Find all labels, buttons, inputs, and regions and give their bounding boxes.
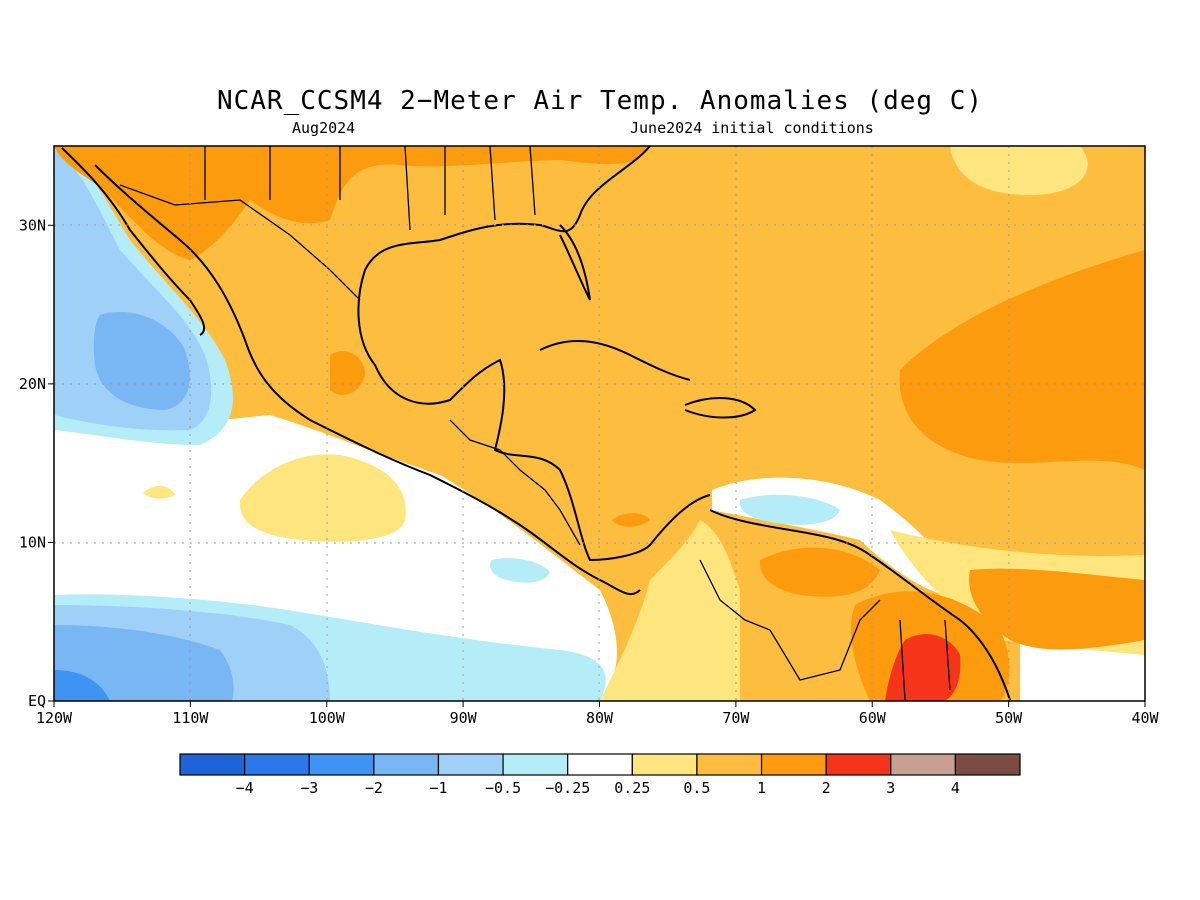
cool-region-northwest-core — [93, 311, 190, 410]
colorbar-label: −2 — [365, 779, 383, 797]
colorbar-label: 0.25 — [614, 779, 650, 797]
x-tick-label: 40W — [1131, 709, 1159, 727]
warm-region-venezuela — [759, 547, 880, 597]
coastline-hispaniola — [684, 397, 757, 419]
warm-region-north — [54, 146, 650, 260]
coastline-south-america — [709, 509, 1011, 701]
warm-patch-pacific — [239, 454, 406, 542]
warm-band-colombia — [600, 520, 740, 701]
cool-patch-pacific — [490, 558, 550, 583]
colorbar-swatch — [825, 753, 892, 776]
x-tick-label: 50W — [995, 709, 1023, 727]
y-tick-label: 30N — [19, 216, 46, 234]
axis-ticks: 120W 110W 100W 90W 80W 70W 60W 50W 40W EQ 10N 20N 30… — [19, 216, 1160, 727]
colorbar-swatch — [954, 753, 1021, 776]
coastline-cuba — [539, 339, 691, 381]
colorbar-label: 0.5 — [683, 779, 710, 797]
warm-patch-atlantic-north — [950, 146, 1088, 195]
colorbar-swatch — [502, 753, 569, 776]
y-tick-label: 20N — [19, 375, 46, 393]
coastline-florida — [559, 224, 591, 301]
initial-conditions: June2024 initial conditions — [630, 119, 874, 137]
coastlines — [61, 146, 1011, 701]
colorbar-swatch — [308, 753, 375, 776]
coastline-mexico-west — [94, 164, 641, 596]
border-us-states — [204, 146, 536, 231]
x-tick-label: 110W — [172, 709, 209, 727]
colorbar-swatch — [567, 753, 633, 776]
graticule — [54, 146, 1145, 701]
forecast-month: Aug2024 — [292, 119, 356, 137]
colorbar-label: 1 — [757, 779, 766, 797]
colorbar-label: 3 — [886, 779, 895, 797]
colorbar-label: −0.5 — [485, 779, 521, 797]
warm-patch-small — [143, 486, 175, 499]
colorbar-label: −4 — [236, 779, 254, 797]
colorbar-swatch — [373, 753, 440, 776]
warm-region-atlantic-south — [969, 568, 1145, 650]
colorbar-label: −3 — [300, 779, 318, 797]
warm-region-atlantic — [899, 250, 1145, 470]
x-tick-label: 70W — [722, 709, 750, 727]
border-central-america — [449, 419, 581, 546]
colorbar-swatch — [179, 753, 246, 776]
colorbar: −4 −3 −2 −1 −0.5 −0.25 0.25 0.5 1 2 3 4 — [179, 753, 1021, 797]
colorbar-swatch — [437, 753, 504, 776]
x-tick-label: 90W — [450, 709, 478, 727]
colorbar-label: −0.25 — [545, 779, 590, 797]
map-title: NCAR_CCSM4 2−Meter Air Temp. Anomalies (… — [216, 86, 984, 116]
coastline-gulf — [357, 146, 711, 562]
cool-region-southwest-core — [54, 670, 110, 701]
colorbar-swatch — [631, 753, 698, 776]
colorbar-swatch — [696, 753, 763, 776]
cool-patch-caribbean — [739, 494, 840, 525]
border-guianas — [899, 619, 951, 701]
y-tick-label: EQ — [28, 692, 46, 710]
colorbar-swatch — [890, 753, 956, 776]
x-tick-label: 100W — [309, 709, 346, 727]
neutral-region-southeast — [1020, 640, 1145, 701]
colorbar-label: 4 — [951, 779, 960, 797]
cool-region-southwest-mid — [54, 625, 234, 701]
colorbar-label: −1 — [429, 779, 447, 797]
x-tick-label: 120W — [36, 709, 73, 727]
x-tick-label: 80W — [586, 709, 614, 727]
colorbar-label: 2 — [822, 779, 831, 797]
warm-patch-caribbean — [612, 513, 650, 527]
coastline-baja — [61, 147, 206, 336]
y-tick-label: 10N — [19, 533, 46, 551]
colorbar-swatch — [244, 753, 310, 776]
borders — [119, 146, 951, 701]
colorbar-swatch — [760, 753, 827, 776]
border-us-mexico — [119, 184, 361, 301]
x-tick-label: 60W — [859, 709, 887, 727]
anomaly-field — [54, 146, 1145, 701]
warm-patch-yucatan — [330, 351, 365, 395]
border-colombia-venezuela — [699, 559, 881, 681]
